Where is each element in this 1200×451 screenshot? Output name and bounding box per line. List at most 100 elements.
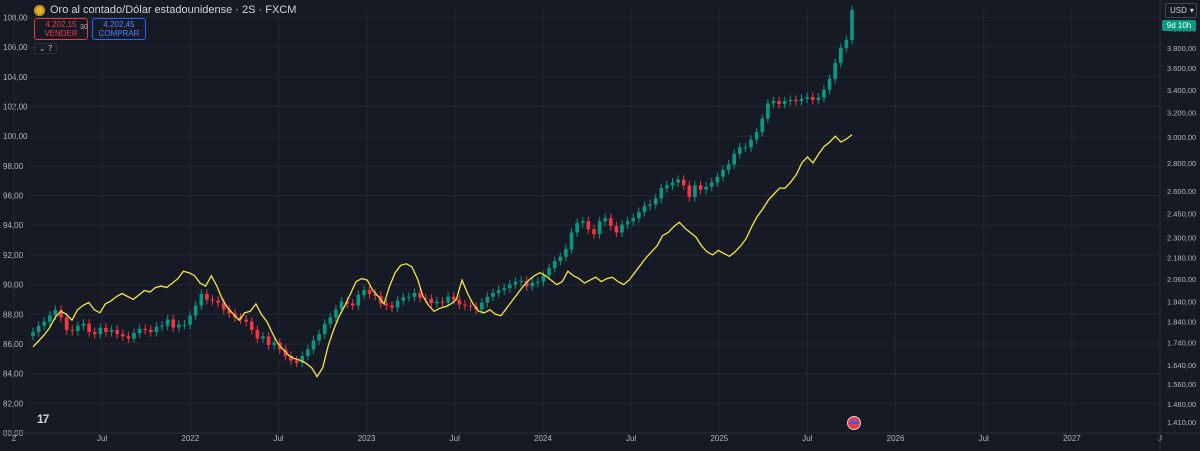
candle — [648, 204, 652, 206]
spread-value: 30 — [80, 24, 88, 31]
sell-label: VENDER — [44, 29, 78, 38]
buy-price: 4.202,45 — [103, 20, 135, 29]
candle — [530, 282, 535, 287]
candle — [575, 222, 579, 233]
candle — [709, 182, 714, 187]
candle — [154, 326, 159, 333]
candle — [838, 47, 843, 63]
candle — [642, 205, 647, 212]
candle — [42, 321, 47, 326]
left-axis-tick-label: 92,00 — [3, 251, 24, 260]
candle — [569, 232, 574, 250]
candle — [833, 62, 837, 79]
candle — [429, 298, 434, 304]
candle — [479, 302, 484, 310]
right-axis-tick-label: 2.600,00 — [1167, 187, 1196, 196]
candle — [407, 296, 411, 298]
right-axis-tick-label: 2.180,00 — [1167, 254, 1196, 263]
candle — [435, 301, 439, 304]
candle — [148, 329, 153, 333]
candle — [777, 101, 781, 104]
candle — [850, 10, 854, 40]
candle — [693, 185, 697, 197]
candle — [373, 293, 378, 296]
chevron-down-icon: ⌄ — [39, 44, 46, 53]
left-axis-tick-label: 96,00 — [3, 192, 24, 201]
right-axis-tick-label: 1.740,00 — [1167, 339, 1196, 348]
candle — [681, 179, 686, 186]
left-axis-tick-label: 104,00 — [3, 73, 28, 82]
candle — [799, 98, 804, 102]
x-axis-label: Jul — [97, 434, 107, 443]
candle — [446, 296, 450, 303]
x-axis-label: Jul — [979, 434, 989, 443]
candle — [87, 323, 91, 333]
candle — [126, 336, 131, 339]
candle — [120, 334, 125, 337]
candle — [199, 293, 204, 306]
candle — [676, 179, 680, 183]
candle — [547, 268, 551, 276]
left-axis-tick-label: 102,00 — [3, 102, 28, 111]
candle — [177, 324, 181, 328]
symbol-header[interactable]: Oro al contado/Dólar estadounidense · 2S… — [34, 4, 296, 16]
x-axis-label: 2023 — [358, 434, 376, 443]
candle — [665, 185, 669, 189]
candle — [620, 224, 624, 233]
candle — [670, 182, 675, 186]
candle — [137, 328, 142, 334]
right-axis-tick-label: 2.800,00 — [1167, 159, 1196, 168]
x-axis-label: Jul — [626, 434, 636, 443]
comparison-line — [32, 134, 853, 378]
candle — [782, 101, 787, 104]
candle — [491, 292, 495, 297]
right-axis-tick-label: 2.450,00 — [1167, 210, 1196, 219]
left-axis-tick-label: 86,00 — [3, 340, 24, 349]
buy-button[interactable]: 4.202,45 COMPRAR — [92, 18, 146, 40]
candle — [412, 292, 417, 297]
candle — [115, 329, 119, 335]
candle — [227, 309, 232, 314]
left-axis-tick-label: 108,00 — [3, 13, 28, 22]
candle — [794, 99, 798, 102]
candle — [104, 327, 108, 333]
candle — [350, 303, 355, 306]
x-axis-label: 2 — [12, 434, 17, 443]
right-axis-tick-label: 1.410,00 — [1167, 418, 1196, 427]
candle — [558, 256, 563, 262]
candle — [564, 249, 568, 257]
candle — [188, 315, 192, 325]
candle — [244, 319, 248, 322]
left-axis-tick-label: 100,00 — [3, 132, 28, 141]
x-axis-label: 2026 — [887, 434, 905, 443]
x-axis-label: 2025 — [710, 434, 728, 443]
tradingview-logo-icon[interactable]: 17 — [37, 412, 49, 426]
candle — [64, 317, 69, 330]
candle — [182, 324, 187, 326]
candle — [519, 280, 523, 282]
right-axis-tick-label: 2.060,00 — [1167, 275, 1196, 284]
currency-label: USD — [1170, 6, 1187, 15]
currency-dropdown[interactable]: USD ▾ — [1165, 3, 1197, 18]
candle — [171, 319, 176, 328]
candle — [160, 325, 164, 327]
candle — [367, 290, 372, 294]
candle — [423, 297, 428, 299]
indicators-toggle[interactable]: ⌄ 7 — [34, 43, 58, 54]
right-axis-tick-label: 3.200,00 — [1167, 109, 1196, 118]
candle — [205, 293, 209, 300]
right-axis-tick-label: 3.600,00 — [1167, 64, 1196, 73]
sell-button[interactable]: 4.202,15 VENDER — [34, 18, 88, 40]
right-axis-tick-label: 1.480,00 — [1167, 400, 1196, 409]
us-flag-icon[interactable] — [847, 416, 861, 430]
left-axis-tick-label: 106,00 — [3, 43, 28, 52]
candle — [255, 329, 260, 339]
candle — [625, 221, 630, 225]
candle — [749, 139, 753, 148]
candle — [704, 186, 708, 190]
candle — [608, 218, 613, 227]
candle — [541, 275, 546, 282]
candle — [221, 302, 226, 310]
